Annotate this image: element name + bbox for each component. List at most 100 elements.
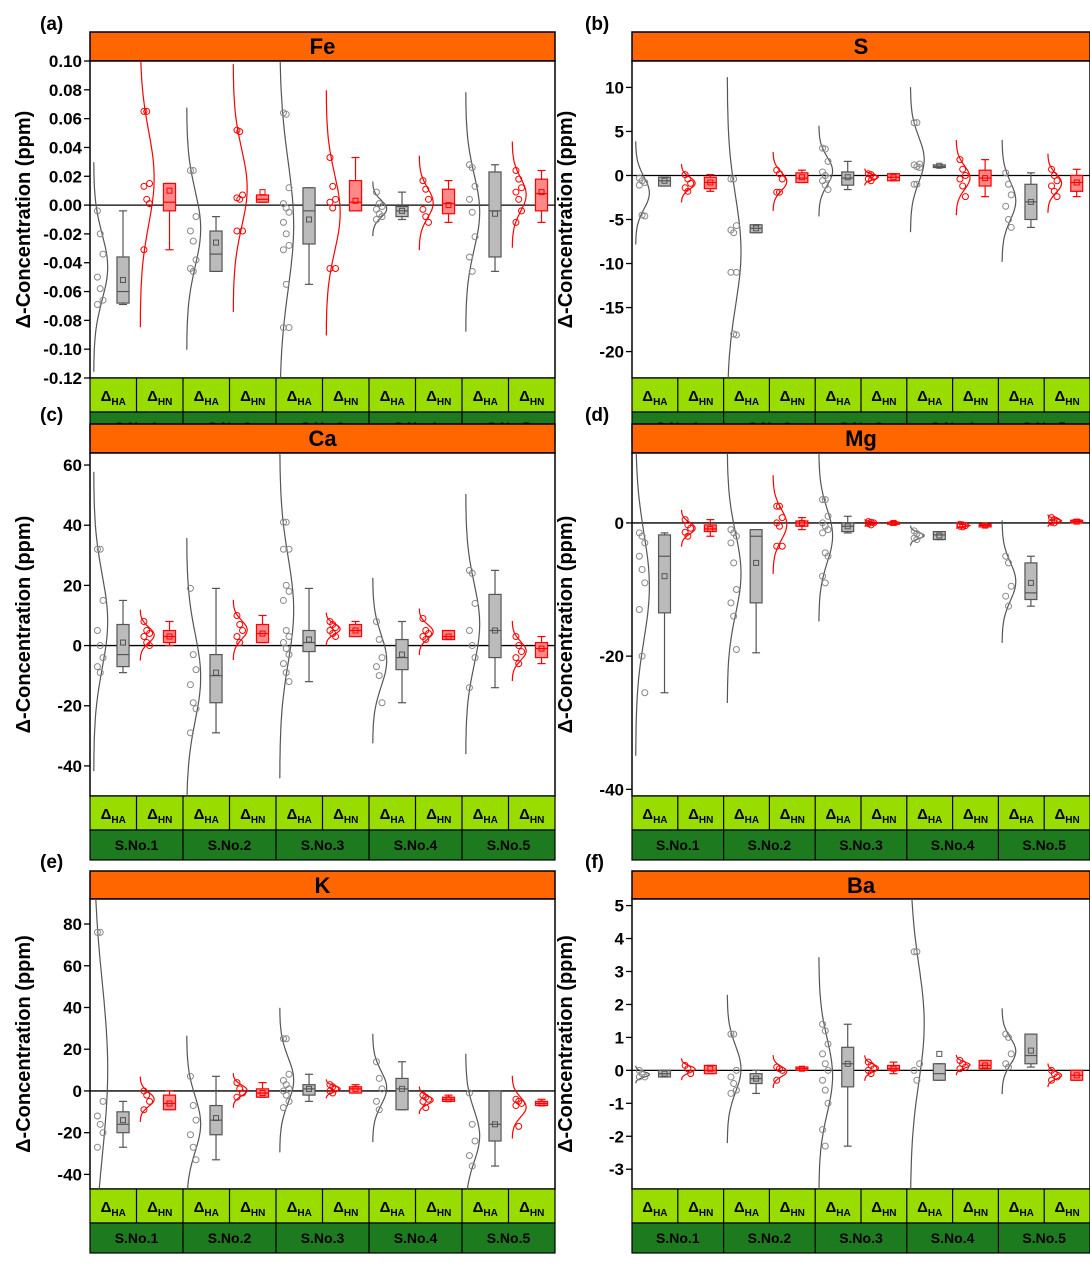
mean-marker [1027, 198, 1034, 205]
y-axis-label: Δ-Concentration (ppm) [555, 111, 577, 329]
box-iqr [886, 1064, 901, 1071]
data-point [867, 177, 875, 185]
data-point [282, 110, 290, 118]
box-sno4-ha [372, 181, 409, 237]
y-axis-label: Δ-Concentration (ppm) [13, 935, 35, 1153]
data-point [515, 175, 523, 183]
mean-marker [661, 573, 668, 580]
data-point [140, 1106, 148, 1114]
distribution-curve [818, 957, 834, 1190]
y-tick-label: 0.10 [49, 52, 82, 71]
data-point [910, 1066, 918, 1074]
panel-letter: (b) [585, 14, 609, 35]
category-label: ΔHA [1009, 806, 1034, 826]
panel-ca: (c) Ca 60 40 20 0 -20 -40 Δ-Concentration (ppm) Δ… [13, 405, 556, 861]
data-point [378, 213, 386, 221]
data-point [465, 195, 473, 203]
category-label: ΔHN [1054, 1199, 1079, 1219]
data-point [96, 669, 104, 677]
panel-letter: (d) [585, 405, 609, 426]
data-point [140, 182, 148, 190]
y-tick-label: -2 [609, 1127, 624, 1146]
mean-marker [1027, 579, 1034, 586]
data-point [821, 1027, 829, 1035]
distribution-curve [418, 155, 434, 251]
data-point [285, 1070, 293, 1078]
data-point [236, 621, 244, 628]
data-point [512, 654, 520, 662]
data-point [1002, 552, 1010, 560]
y-tick-label: -0.02 [43, 225, 82, 244]
mean-marker [661, 177, 668, 184]
category-label: ΔHN [688, 1199, 713, 1219]
data-point [93, 545, 101, 553]
box-sno2-ha [186, 1035, 223, 1190]
sample-row [89, 829, 556, 861]
data-point [732, 222, 740, 230]
data-point [93, 273, 101, 281]
distribution-curve [232, 599, 248, 661]
data-point [1053, 177, 1061, 185]
mean-marker [1073, 518, 1080, 525]
distribution-curve [511, 620, 527, 682]
data-point [233, 1079, 241, 1087]
data-point [378, 699, 386, 707]
data-point [819, 1126, 827, 1134]
sample-label: S.No.2 [208, 1230, 252, 1246]
data-point [910, 948, 918, 956]
distribution-curve [186, 1035, 202, 1190]
category-label: ΔHN [780, 1199, 805, 1219]
mean-marker [259, 189, 266, 196]
y-tick-label: 20 [63, 1040, 82, 1059]
data-point [730, 559, 738, 567]
data-point [465, 684, 473, 692]
y-tick-label: 3 [615, 963, 624, 982]
data-point [956, 1065, 964, 1073]
data-point [372, 1097, 380, 1105]
data-point [375, 1074, 383, 1082]
box-sno5-ha [465, 1053, 502, 1190]
box-iqr [302, 187, 316, 245]
data-point [375, 1106, 383, 1114]
category-label: ΔHA [380, 1199, 405, 1219]
distribution-curve [139, 609, 155, 661]
box-sno4-hn [955, 520, 992, 531]
distribution-curve [635, 452, 651, 756]
box-iqr [302, 629, 316, 653]
data-point [422, 213, 430, 221]
distribution-curve [909, 87, 925, 233]
data-point [99, 596, 107, 604]
box-sno4-ha [909, 87, 946, 233]
data-point [93, 1112, 101, 1120]
box-sno3-hn [325, 1079, 363, 1099]
data-point [732, 586, 740, 594]
mean-marker [120, 1117, 127, 1124]
category-label: ΔHA [194, 388, 219, 408]
category-label: ΔHA [101, 806, 126, 826]
data-point [1007, 191, 1015, 199]
data-point [913, 119, 921, 127]
data-point [143, 107, 151, 115]
box-iqr [932, 1063, 946, 1081]
distribution-curve [279, 1007, 295, 1153]
category-label: ΔHN [963, 806, 988, 826]
sample-label: S.No.2 [748, 837, 792, 853]
sample-label: S.No.1 [656, 837, 700, 853]
box-sno2-hn [232, 1073, 270, 1108]
data-point [329, 204, 337, 212]
data-point [824, 526, 832, 534]
data-point [465, 627, 473, 635]
box-sno3-ha [818, 125, 855, 217]
panel-fe: (a) Fe 0.10 0.08 0.06 0.04 0.02 0.00 -0.02 -0.04 -… [13, 14, 556, 443]
data-point [819, 529, 827, 537]
data-point [638, 566, 646, 574]
category-label: ΔHA [380, 806, 405, 826]
mean-marker [844, 523, 851, 530]
mean-marker [707, 179, 714, 186]
data-point [773, 1076, 781, 1084]
category-label: ΔHA [734, 1199, 759, 1219]
data-point [1004, 1063, 1012, 1071]
category-label: ΔHA [825, 806, 850, 826]
box-iqr [978, 1059, 992, 1070]
distribution-curve [325, 612, 341, 646]
